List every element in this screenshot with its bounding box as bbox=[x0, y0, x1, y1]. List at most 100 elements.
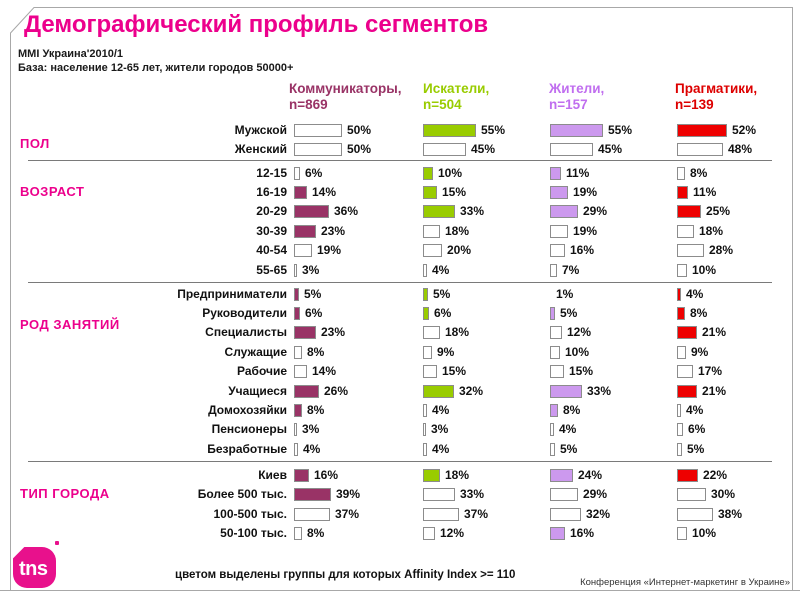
bar bbox=[677, 205, 701, 219]
percent-label: 4% bbox=[432, 402, 450, 417]
percent-label: 6% bbox=[305, 305, 323, 320]
percent-label: 22% bbox=[703, 468, 728, 482]
conference-caption: Конференция «Интернет-маркетинг в Украин… bbox=[580, 577, 790, 588]
row-label: Учащиеся bbox=[228, 383, 287, 398]
percent-label: 11% bbox=[566, 165, 590, 180]
percent-label: 19% bbox=[317, 243, 342, 258]
bar bbox=[423, 263, 427, 277]
percent-label: 29% bbox=[583, 204, 608, 219]
percent-label: 16% bbox=[570, 526, 595, 541]
bar bbox=[677, 507, 713, 521]
percent-label: 48% bbox=[728, 142, 753, 157]
bar bbox=[294, 442, 298, 456]
percent-label: 28% bbox=[709, 243, 734, 258]
bar bbox=[677, 527, 687, 541]
bar bbox=[423, 205, 455, 219]
bar bbox=[677, 423, 683, 437]
bar bbox=[677, 326, 697, 340]
percent-label: 52% bbox=[732, 123, 757, 137]
percent-label: 20% bbox=[447, 243, 472, 258]
logo-dot bbox=[55, 541, 59, 545]
percent-label: 33% bbox=[587, 383, 612, 398]
percent-label: 37% bbox=[464, 506, 489, 521]
percent-label: 29% bbox=[583, 487, 608, 502]
bar bbox=[677, 185, 688, 199]
percent-label: 4% bbox=[432, 441, 450, 456]
bar bbox=[294, 403, 302, 417]
bar bbox=[423, 124, 476, 137]
percent-label: 14% bbox=[312, 364, 337, 379]
bar bbox=[550, 224, 568, 238]
bar bbox=[677, 306, 685, 320]
percent-label: 39% bbox=[336, 487, 361, 502]
percent-label: 18% bbox=[445, 325, 470, 340]
bar bbox=[423, 345, 432, 359]
bar bbox=[423, 287, 428, 301]
row-label: Киев bbox=[258, 468, 287, 482]
bar bbox=[294, 224, 316, 238]
row-label: Мужской bbox=[234, 123, 287, 137]
percent-label: 33% bbox=[460, 204, 485, 219]
percent-label: 10% bbox=[692, 262, 717, 277]
percent-label: 45% bbox=[598, 142, 623, 157]
bar bbox=[294, 507, 330, 521]
bar bbox=[677, 345, 686, 359]
row-label: 30-39 bbox=[256, 223, 287, 238]
row-label: 12-15 bbox=[256, 165, 287, 180]
bar bbox=[677, 143, 723, 157]
percent-label: 5% bbox=[304, 286, 322, 301]
bar bbox=[294, 326, 316, 340]
percent-label: 14% bbox=[312, 184, 337, 199]
table-row: Специалисты 23% 18% 12% 21% bbox=[0, 323, 796, 342]
bar bbox=[550, 384, 582, 398]
bar bbox=[550, 166, 561, 180]
bar bbox=[677, 403, 681, 417]
percent-label: 8% bbox=[563, 402, 581, 417]
row-label: 40-54 bbox=[256, 243, 287, 258]
bar bbox=[294, 287, 299, 301]
percent-label: 18% bbox=[445, 223, 470, 238]
table-row: 20-29 36% 33% 29% 25% bbox=[0, 202, 796, 221]
row-label: Руководители bbox=[202, 305, 287, 320]
table-row: 50-100 тыс. 8% 12% 16% 10% bbox=[0, 524, 796, 543]
percent-label: 7% bbox=[562, 262, 580, 277]
table-row: 55-65 3% 4% 7% 10% bbox=[0, 261, 796, 280]
table-row: Киев 16% 18% 24% 22% bbox=[0, 466, 796, 485]
row-label: Безработные bbox=[207, 441, 287, 456]
tns-logo-text: tns bbox=[19, 558, 48, 580]
table-row: Предприниматели 5% 5% 1% 4% bbox=[0, 285, 796, 304]
bar bbox=[294, 185, 307, 199]
percent-label: 8% bbox=[307, 526, 325, 541]
percent-label: 50% bbox=[347, 123, 372, 137]
bar bbox=[677, 263, 687, 277]
table-row: Более 500 тыс. 39% 33% 29% 30% bbox=[0, 485, 796, 504]
table-row: 30-39 23% 18% 19% 18% bbox=[0, 222, 796, 241]
bar bbox=[677, 365, 693, 379]
bar bbox=[294, 124, 342, 137]
bar bbox=[550, 527, 565, 541]
bar bbox=[294, 469, 309, 482]
percent-label: 6% bbox=[434, 305, 452, 320]
bar bbox=[423, 166, 433, 180]
bar bbox=[550, 442, 555, 456]
row-label: 20-29 bbox=[256, 204, 287, 219]
bar bbox=[677, 469, 698, 482]
bar bbox=[423, 423, 426, 437]
percent-label: 5% bbox=[433, 286, 451, 301]
bar bbox=[294, 527, 302, 541]
bar bbox=[550, 423, 554, 437]
percent-label: 32% bbox=[586, 506, 611, 521]
bar bbox=[423, 384, 454, 398]
bar bbox=[550, 469, 573, 482]
bar bbox=[423, 442, 427, 456]
percent-label: 25% bbox=[706, 204, 731, 219]
bar bbox=[294, 423, 297, 437]
bar bbox=[550, 306, 555, 320]
percent-label: 21% bbox=[702, 383, 727, 398]
percent-label: 26% bbox=[324, 383, 349, 398]
bar bbox=[294, 488, 331, 502]
table-row: 12-15 6% 10% 11% 8% bbox=[0, 164, 796, 183]
bar bbox=[294, 205, 329, 219]
row-label: Домохозяйки bbox=[208, 402, 287, 417]
bar bbox=[550, 365, 564, 379]
